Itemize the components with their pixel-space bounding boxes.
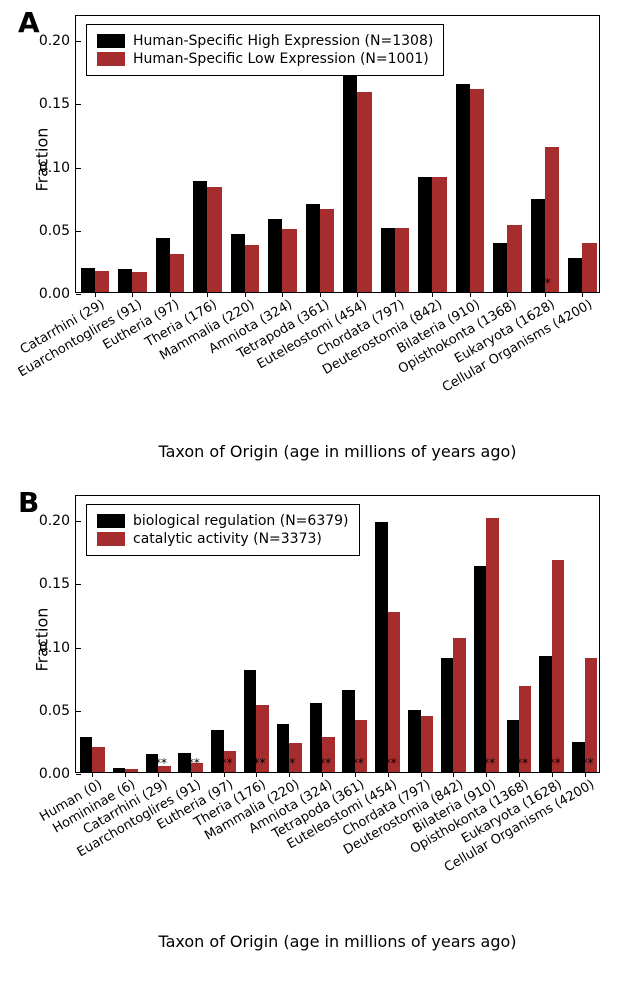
bar-series1 [456,84,470,293]
legend: Human-Specific High Expression (N=1308) H… [86,24,444,76]
bar-series1 [156,238,170,292]
bar-series1 [268,219,282,292]
significance-marker: *** [543,756,561,770]
bar-series2 [132,272,146,292]
bar-series1 [81,268,95,292]
bar-series2 [421,716,433,772]
bar-series1 [113,768,125,772]
y-tick: 0.00 [39,766,76,782]
bar-series1 [474,566,486,772]
bar-series2 [432,177,446,292]
significance-marker: ** [283,756,295,770]
significance-marker: *** [182,756,200,770]
bar-series1 [408,710,420,772]
figure: A Fraction 0.000.050.100.150.20Catarrhin… [0,0,636,970]
bar-series2 [453,638,465,772]
significance-marker: ** [539,276,551,290]
legend-swatch [97,52,125,66]
bar-series2 [320,209,334,292]
bar-series2 [507,225,521,292]
significance-marker: *** [477,756,495,770]
bar-series1 [343,71,357,292]
legend: biological regulation (N=6379) catalytic … [86,504,360,556]
y-tick: 0.10 [39,640,76,656]
y-tick: 0.10 [39,160,76,176]
legend-label: Human-Specific Low Expression (N=1001) [133,51,429,67]
panel-b-label: B [18,486,39,519]
bar-series1 [80,737,92,772]
bar-series2 [245,245,259,292]
bar-series1 [568,258,582,292]
legend-row: Human-Specific Low Expression (N=1001) [97,51,433,67]
y-tick: 0.20 [39,513,76,529]
legend-row: Human-Specific High Expression (N=1308) [97,33,433,49]
bar-series2 [95,271,109,292]
bar-series2 [207,187,221,292]
panel-a-xlabel: Taxon of Origin (age in millions of year… [75,442,600,461]
legend-row: biological regulation (N=6379) [97,513,349,529]
significance-marker: *** [149,756,167,770]
bar-series2 [395,228,409,292]
panel-a-label: A [18,6,40,39]
panel-a: A Fraction 0.000.050.100.150.20Catarrhin… [0,0,636,470]
bar-series2 [282,229,296,292]
bar-series1 [441,658,453,772]
panel-b-xlabel: Taxon of Origin (age in millions of year… [75,932,600,951]
bar-series2 [486,518,498,772]
bar-series1 [306,204,320,292]
panel-b: B Fraction 0.000.050.100.150.20Human (0)… [0,480,636,970]
bar-series1 [193,181,207,292]
y-tick: 0.00 [39,286,76,302]
bar-series1 [231,234,245,292]
y-tick: 0.05 [39,703,76,719]
significance-marker: *** [313,756,331,770]
legend-label: Human-Specific High Expression (N=1308) [133,33,433,49]
bar-series2 [545,147,559,292]
bar-series2 [92,747,104,772]
bar-series2 [170,254,184,292]
bar-series2 [470,89,484,292]
bar-series2 [388,612,400,772]
y-tick: 0.05 [39,223,76,239]
y-tick: 0.15 [39,96,76,112]
panel-b-plot: 0.000.050.100.150.20Human (0)Homininae (… [75,495,600,773]
legend-swatch [97,34,125,48]
bar-series2 [585,658,597,772]
significance-marker: *** [379,756,397,770]
significance-marker: *** [215,756,233,770]
bar-series1 [539,656,551,772]
bar-series2 [552,560,564,772]
bar-series1 [493,243,507,292]
bar-series1 [118,269,132,292]
bar-series1 [381,228,395,292]
legend-swatch [97,514,125,528]
panel-a-plot: 0.000.050.100.150.20Catarrhini (29)Euarc… [75,15,600,293]
significance-marker: *** [247,756,265,770]
legend-label: catalytic activity (N=3373) [133,531,322,547]
legend-label: biological regulation (N=6379) [133,513,349,529]
legend-swatch [97,532,125,546]
y-tick: 0.15 [39,576,76,592]
bar-series1 [418,177,432,292]
y-tick: 0.20 [39,33,76,49]
significance-marker: *** [346,756,364,770]
bar-series1 [375,522,387,772]
bar-series2 [357,92,371,292]
significance-marker: *** [510,756,528,770]
bar-series2 [582,243,596,292]
legend-row: catalytic activity (N=3373) [97,531,349,547]
significance-marker: *** [576,756,594,770]
